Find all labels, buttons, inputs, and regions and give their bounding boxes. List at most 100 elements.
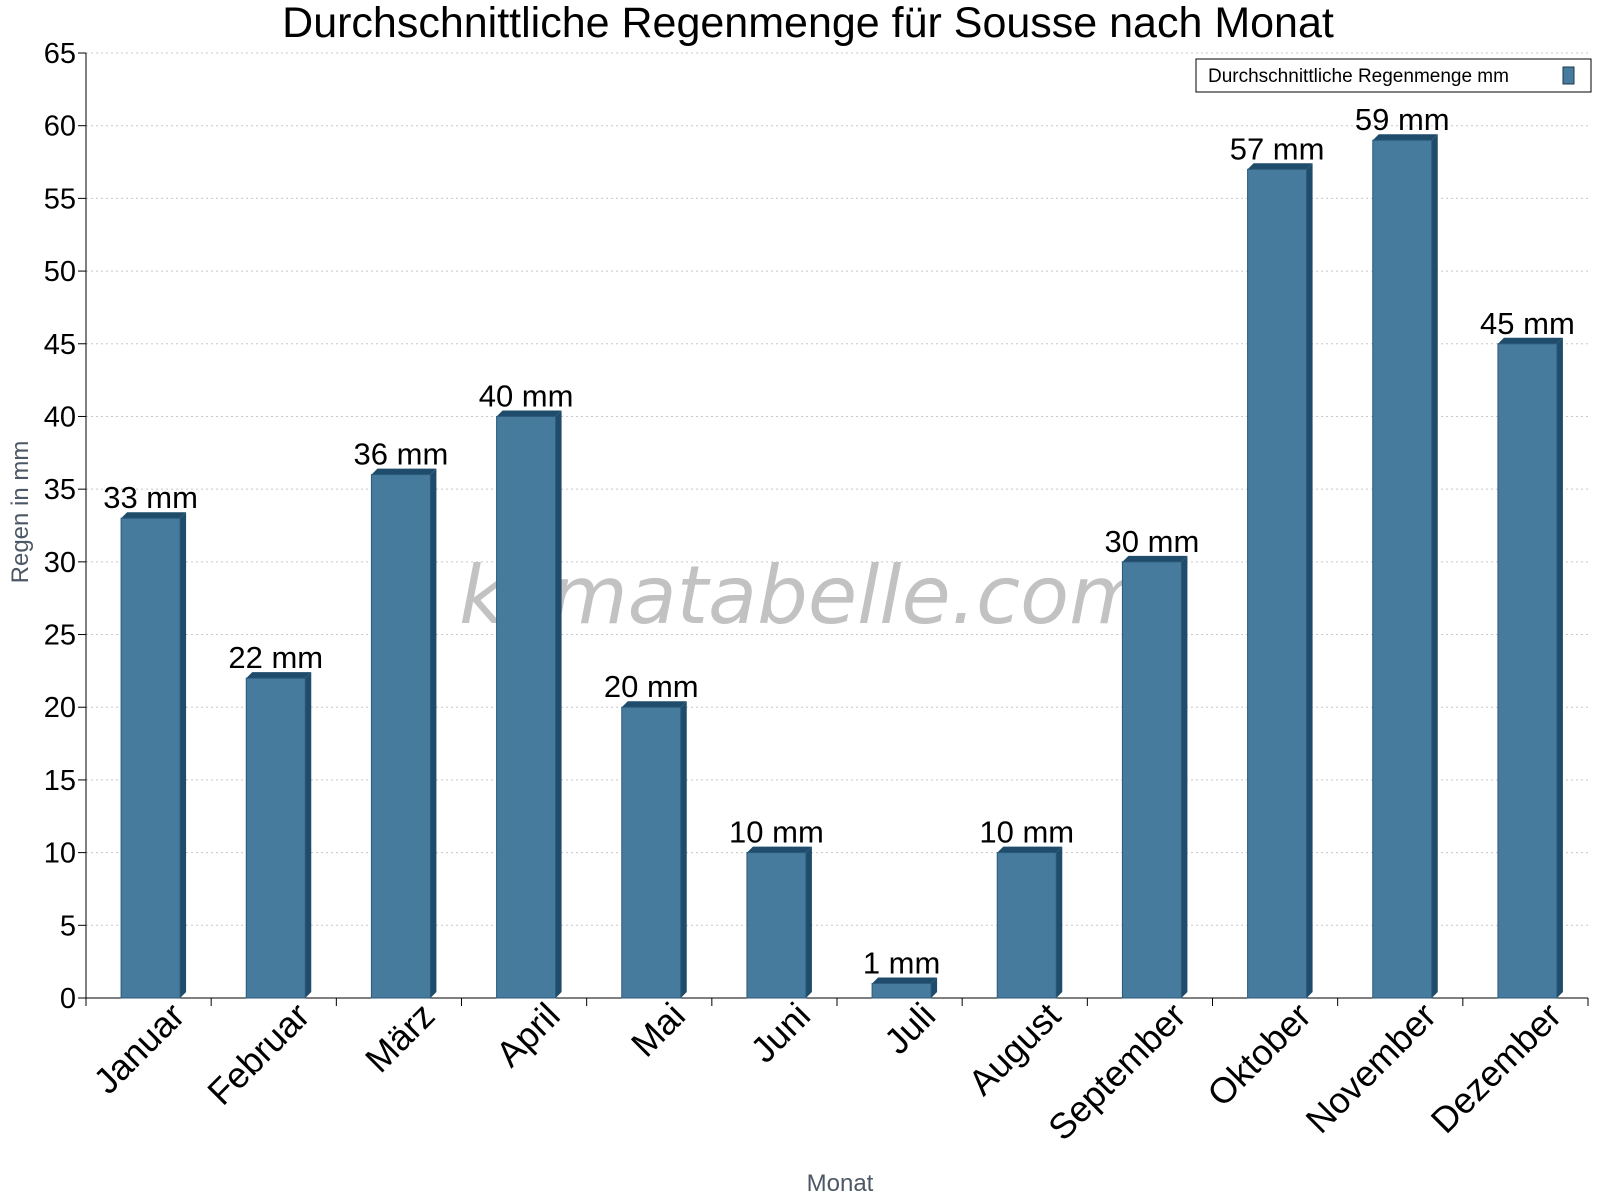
- bar-front: [1372, 139, 1433, 999]
- bar-top: [1122, 555, 1188, 562]
- bar-series: [120, 134, 1563, 999]
- data-label: 33 mm: [103, 480, 198, 515]
- bar: [370, 468, 437, 999]
- watermark: klimatabelle.com: [459, 549, 1147, 642]
- y-tick-label: 60: [44, 111, 76, 143]
- bar-front: [1497, 343, 1558, 999]
- data-label: 22 mm: [228, 640, 323, 675]
- x-tick-label: Juni: [742, 995, 818, 1071]
- bar-top: [371, 468, 437, 475]
- y-tick-label: 0: [60, 983, 76, 1015]
- bar-top: [872, 977, 938, 984]
- bar: [746, 846, 812, 999]
- y-tick-label: 45: [44, 329, 76, 361]
- x-tick-label: Dezember: [1423, 995, 1569, 1141]
- bar-front: [1121, 561, 1182, 999]
- x-tick-label: Juli: [876, 995, 943, 1062]
- bar-front: [746, 852, 807, 999]
- bar-front: [1247, 168, 1308, 999]
- axes: [85, 53, 1588, 999]
- bar: [245, 672, 312, 999]
- x-axis-label: Monat: [807, 1170, 874, 1197]
- data-label: 57 mm: [1230, 131, 1325, 166]
- y-tick-label: 50: [44, 256, 76, 288]
- bar: [1247, 163, 1313, 999]
- y-tick-label: 10: [44, 838, 76, 870]
- x-axis-ticks: Januar Februar März April Mai Juni Juli AugustS…: [85, 995, 1589, 1149]
- data-label: 10 mm: [729, 815, 824, 850]
- bar: [1372, 134, 1438, 999]
- legend-label: Durchschnittliche Regenmenge mm: [1208, 66, 1509, 87]
- bar: [996, 846, 1063, 999]
- y-tick-label: 40: [44, 401, 76, 433]
- bar-side: [305, 672, 312, 998]
- y-tick-label: 15: [44, 765, 76, 797]
- x-tick-label: August: [960, 995, 1068, 1103]
- bar-side: [180, 512, 187, 998]
- y-tick-label: 55: [44, 183, 76, 215]
- bar: [1121, 555, 1188, 999]
- bar-top: [496, 410, 562, 417]
- bar-side: [805, 846, 812, 998]
- data-label: 1 mm: [863, 945, 941, 980]
- x-tick-label: Januar: [85, 995, 192, 1102]
- bar-front: [496, 415, 557, 999]
- data-labels: 33 mm 22 mm 36 mm 40 mm 20 mm 10 mm 1 mm 10 mm 3…: [103, 102, 1575, 980]
- bar: [621, 701, 687, 999]
- bar-top: [121, 512, 187, 519]
- y-tick-label: 65: [44, 38, 76, 70]
- bar-top: [1497, 337, 1563, 344]
- bar-top: [246, 672, 312, 679]
- bar-top: [997, 846, 1063, 853]
- legend-box: [1195, 58, 1592, 93]
- bar: [496, 410, 562, 999]
- data-label: 30 mm: [1105, 524, 1200, 559]
- gridlines: [86, 52, 1588, 926]
- y-axis-label: Regen in mm: [7, 441, 34, 584]
- bar-front: [370, 474, 431, 999]
- bar: [1497, 337, 1563, 999]
- x-tick-label: April: [488, 995, 568, 1075]
- data-label: 36 mm: [354, 437, 449, 472]
- bar-front: [245, 677, 306, 999]
- bar-side: [680, 701, 687, 998]
- chart-title: Durchschnittliche Regenmenge für Sousse …: [282, 0, 1334, 47]
- data-label: 45 mm: [1480, 306, 1575, 341]
- bar-side: [931, 977, 938, 998]
- bar: [871, 977, 938, 999]
- x-tick-label: September: [1040, 995, 1194, 1149]
- x-tick-label: Mai: [623, 995, 693, 1065]
- y-tick-label: 25: [44, 620, 76, 652]
- y-tick-label: 5: [60, 910, 76, 942]
- bar-side: [1306, 163, 1313, 999]
- bar-front: [120, 517, 181, 999]
- y-tick-label: 30: [44, 547, 76, 579]
- bar-side: [430, 468, 437, 999]
- data-label: 10 mm: [979, 815, 1074, 850]
- bar-top: [621, 701, 687, 708]
- bar-front: [996, 852, 1057, 999]
- legend-swatch: [1562, 66, 1575, 85]
- x-tick-label: November: [1297, 995, 1443, 1141]
- bar-top: [1247, 163, 1313, 170]
- bar-top: [746, 846, 812, 853]
- bar-top: [1372, 134, 1438, 141]
- y-axis-ticks: 0 5 10 15 20 25 30 35 40 45 50 55 60 65: [44, 38, 86, 1015]
- bar-side: [555, 410, 562, 998]
- bar-front: [871, 982, 932, 999]
- legend: Durchschnittliche Regenmenge mm: [1195, 58, 1592, 93]
- bar-side: [1056, 846, 1063, 998]
- data-label: 59 mm: [1355, 102, 1450, 137]
- x-tick-label: Oktober: [1199, 995, 1319, 1115]
- data-label: 40 mm: [479, 378, 574, 413]
- x-tick-label: Februar: [199, 995, 317, 1113]
- y-tick-label: 20: [44, 692, 76, 724]
- bar-side: [1431, 134, 1438, 998]
- data-label: 20 mm: [604, 669, 699, 704]
- x-tick-label: März: [357, 995, 443, 1081]
- bar-side: [1556, 337, 1563, 998]
- y-tick-label: 35: [44, 474, 76, 506]
- bar: [120, 512, 187, 999]
